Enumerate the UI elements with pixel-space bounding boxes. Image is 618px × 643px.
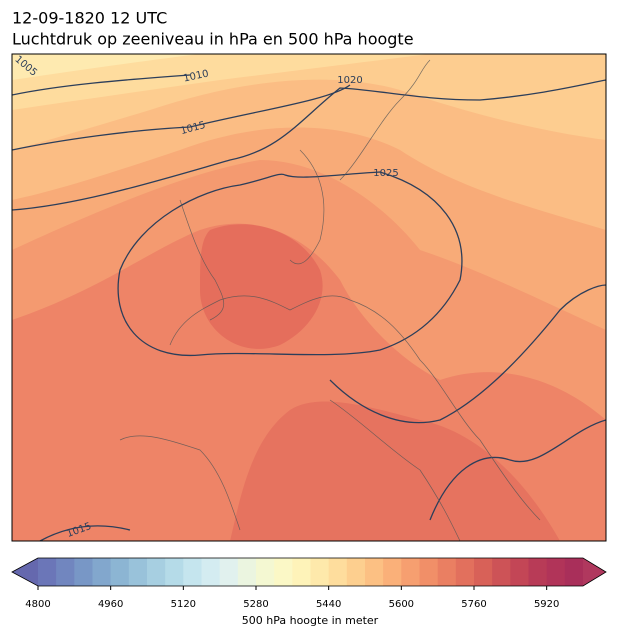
colorbar-bin [38, 558, 57, 586]
colorbar-bin [292, 558, 311, 586]
colorbar-bin [437, 558, 457, 586]
colorbar-tick-label: 5600 [389, 599, 414, 610]
colorbar-bin [128, 558, 148, 586]
colorbar-bin [92, 558, 112, 586]
title-line2: Luchtdruk op zeeniveau in hPa en 500 hPa… [12, 30, 414, 49]
colorbar-bin [346, 558, 366, 586]
contour-label: 1010 [183, 68, 210, 84]
colorbar-bin [256, 558, 275, 586]
colorbar-over [583, 558, 606, 586]
colorbar-bin [528, 558, 548, 586]
colorbar: 4800 4960 5120 5280 5440 5600 5760 5920 500 hPa … [11, 557, 607, 627]
colorbar-bin [455, 558, 475, 586]
colorbar-bin [219, 558, 239, 586]
title-line1: 12-09-1820 12 UTC [12, 9, 167, 28]
colorbar-tick-label: 5760 [461, 599, 486, 610]
colorbar-bin [564, 558, 584, 586]
contour-label: 1025 [373, 168, 398, 179]
colorbar-tick-label: 5120 [171, 599, 196, 610]
colorbar-bin [110, 558, 130, 586]
colorbar-bin [74, 558, 93, 586]
colorbar-bin [546, 558, 566, 586]
colorbar-tick-label: 4800 [25, 599, 50, 610]
colorbar-bin [237, 558, 257, 586]
colorbar-bin [310, 558, 330, 586]
colorbar-tick-label: 4960 [98, 599, 123, 610]
map-frame [11, 53, 607, 542]
colorbar-bin [274, 558, 293, 586]
colorbar-bin [328, 558, 348, 586]
colorbar-bin [383, 558, 402, 586]
colorbar-bin [56, 558, 75, 586]
map [12, 54, 606, 541]
colorbar-label: 500 hPa hoogte in meter [242, 614, 379, 627]
colorbar-bin [474, 558, 493, 586]
colorbar-bin [365, 558, 384, 586]
contour-label: 1020 [337, 75, 362, 86]
colorbar-bin [419, 558, 439, 586]
colorbar-bin [147, 558, 166, 586]
colorbar-bin [201, 558, 221, 586]
colorbar-bin [183, 558, 202, 586]
colorbar-tick-label: 5440 [316, 599, 341, 610]
colorbar-bin [510, 558, 529, 586]
colorbar-bin [492, 558, 511, 586]
colorbar-under [12, 558, 38, 586]
colorbar-tick-label: 5280 [243, 599, 268, 610]
colorbar-bin [165, 558, 184, 586]
colorbar-tick-label: 5920 [534, 599, 559, 610]
colorbar-outline [11, 557, 607, 587]
colorbar-bin [401, 558, 420, 586]
